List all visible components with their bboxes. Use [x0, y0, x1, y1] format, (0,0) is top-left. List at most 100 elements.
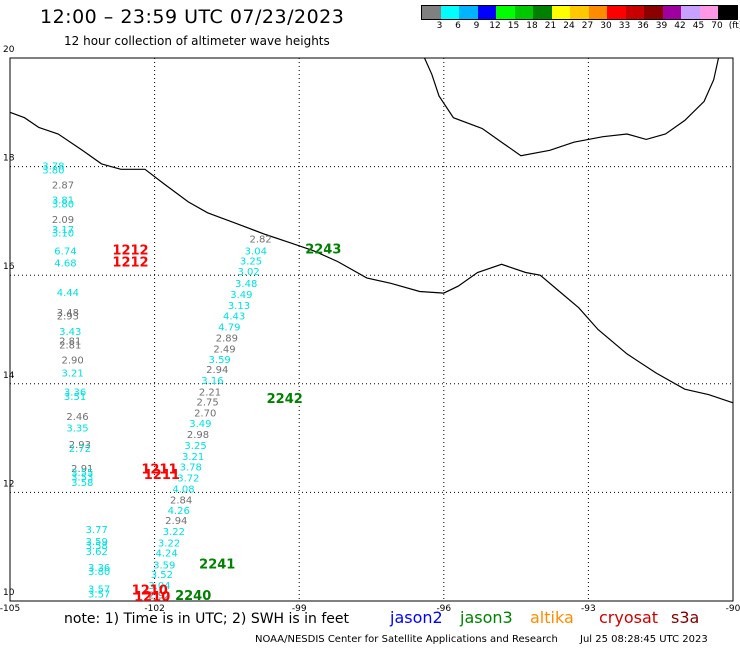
pass-time-label: 1211 [141, 462, 177, 477]
swh-value: 4.24 [156, 548, 178, 559]
swh-value: 3.51 [64, 392, 86, 403]
swh-value: 3.43 [59, 327, 81, 338]
legend-label: (ft) [728, 21, 740, 31]
swh-value: 3.57 [88, 584, 110, 595]
lon-tick-label: -93 [581, 604, 596, 614]
legend-label: 9 [473, 21, 480, 31]
lat-tick-label: 12 [3, 479, 14, 489]
swh-value: 3.57 [88, 590, 110, 601]
legend-swatch [514, 6, 533, 19]
lon-tick-label: -96 [436, 604, 451, 614]
legend-label: 3 [436, 21, 443, 31]
swh-value: 6.74 [54, 247, 76, 258]
swh-value: 2.81 [59, 337, 81, 348]
legend-label: 33 [618, 21, 631, 31]
swh-value: 3.49 [230, 290, 252, 301]
swh-value: 4.68 [54, 259, 76, 270]
legend-swatch [625, 6, 644, 19]
legend-swatch [644, 6, 663, 19]
swh-value: 3.48 [57, 308, 79, 319]
swh-value: 3.13 [228, 301, 250, 312]
swh-value: 3.16 [201, 376, 223, 387]
swh-value: 3.36 [64, 388, 86, 399]
lat-tick-label: 16 [3, 262, 15, 272]
legend-swatch [440, 6, 459, 19]
swh-value: 2.93 [69, 440, 91, 451]
credit-timestamp: Jul 25 08:28:45 UTC 2023 [580, 634, 708, 645]
lat-tick-label: 10 [3, 588, 15, 598]
lat-tick-label: 18 [3, 154, 15, 164]
swh-value: 4.26 [168, 506, 190, 517]
legend-label: 27 [581, 21, 594, 31]
swh-value: 3.52 [151, 570, 173, 581]
swh-value: 2.93 [57, 312, 79, 323]
legend-label: 70 [711, 21, 723, 31]
legend-label: 45 [692, 21, 705, 31]
swh-value: 3.36 [88, 563, 110, 574]
swh-value: 2.91 [71, 464, 93, 475]
swh-value: 3.58 [71, 478, 93, 489]
swh-value: 2.75 [196, 398, 218, 409]
swh-value: 2.81 [59, 341, 81, 352]
swh-value: 2.98 [187, 430, 209, 441]
satellite-label-altika: altika [530, 608, 574, 627]
swh-value: 2.49 [213, 344, 235, 355]
pacific-coastline [9, 111, 734, 404]
pass-time-label: 1210 [132, 583, 168, 598]
pass-time-label: 2242 [267, 392, 303, 407]
color-scale-legend [421, 5, 738, 20]
legend-swatch [588, 6, 607, 19]
swh-value: 3.22 [158, 539, 180, 550]
map-frame [9, 57, 734, 602]
swh-value: 3.59 [209, 355, 231, 366]
footnote: note: 1) Time is in UTC; 2) SWH is in fe… [64, 611, 350, 627]
swh-value: 3.77 [86, 525, 108, 536]
legend-label: 36 [637, 21, 649, 31]
swh-value: 4.43 [223, 312, 245, 323]
swh-value: 2.84 [170, 495, 192, 506]
swh-value: 4.08 [172, 484, 194, 495]
swh-value: 3.10 [52, 229, 74, 240]
pass-time-label: 1210 [134, 590, 170, 605]
pass-time-label: 2240 [175, 589, 211, 604]
swh-value: 2.21 [199, 388, 221, 399]
swh-value: 3.78 [180, 463, 202, 474]
swh-value: 3.53 [71, 472, 93, 483]
credit-text: NOAA/NESDIS Center for Satellite Applica… [255, 634, 558, 645]
satellite-label-jason3: jason3 [460, 608, 513, 627]
pass-time-label: 1211 [144, 468, 180, 483]
swh-value: 3.78 [42, 161, 64, 172]
legend-swatch [477, 6, 496, 19]
swh-value: 4.79 [218, 323, 240, 334]
swh-value: 3.04 [245, 247, 267, 258]
pass-time-label: 1212 [112, 244, 148, 259]
satellite-label-s3a: s3a [671, 608, 700, 627]
pass-time-label: 2241 [199, 557, 235, 572]
lon-tick-label: -102 [144, 604, 164, 614]
swh-value: 2.72 [69, 444, 91, 455]
pass-time-label: 1212 [112, 256, 148, 271]
legend-swatch [607, 6, 626, 19]
swh-value: 3.48 [235, 279, 257, 290]
legend-swatch [551, 6, 570, 19]
swh-value: 3.21 [62, 369, 84, 380]
legend-swatch [533, 6, 552, 19]
legend-label: 30 [600, 21, 612, 31]
legend-label: 24 [563, 21, 575, 31]
lon-tick-label: -90 [726, 604, 740, 614]
swh-value: 2.92 [148, 590, 170, 601]
swh-value: 2.90 [62, 356, 84, 367]
swh-value: 3.80 [52, 199, 74, 210]
swh-value: 3.59 [153, 560, 175, 571]
swh-value: 3.04 [148, 581, 170, 592]
swh-value: 3.62 [86, 547, 108, 558]
legend-swatch [422, 6, 441, 19]
swh-value: 3.35 [66, 424, 88, 435]
swh-value: 3.81 [52, 196, 74, 207]
legend-label: 39 [655, 21, 668, 31]
swh-value: 3.72 [177, 474, 199, 485]
swh-value: 2.89 [216, 333, 238, 344]
swh-value: 2.87 [52, 180, 74, 191]
legend-swatch [459, 6, 478, 19]
